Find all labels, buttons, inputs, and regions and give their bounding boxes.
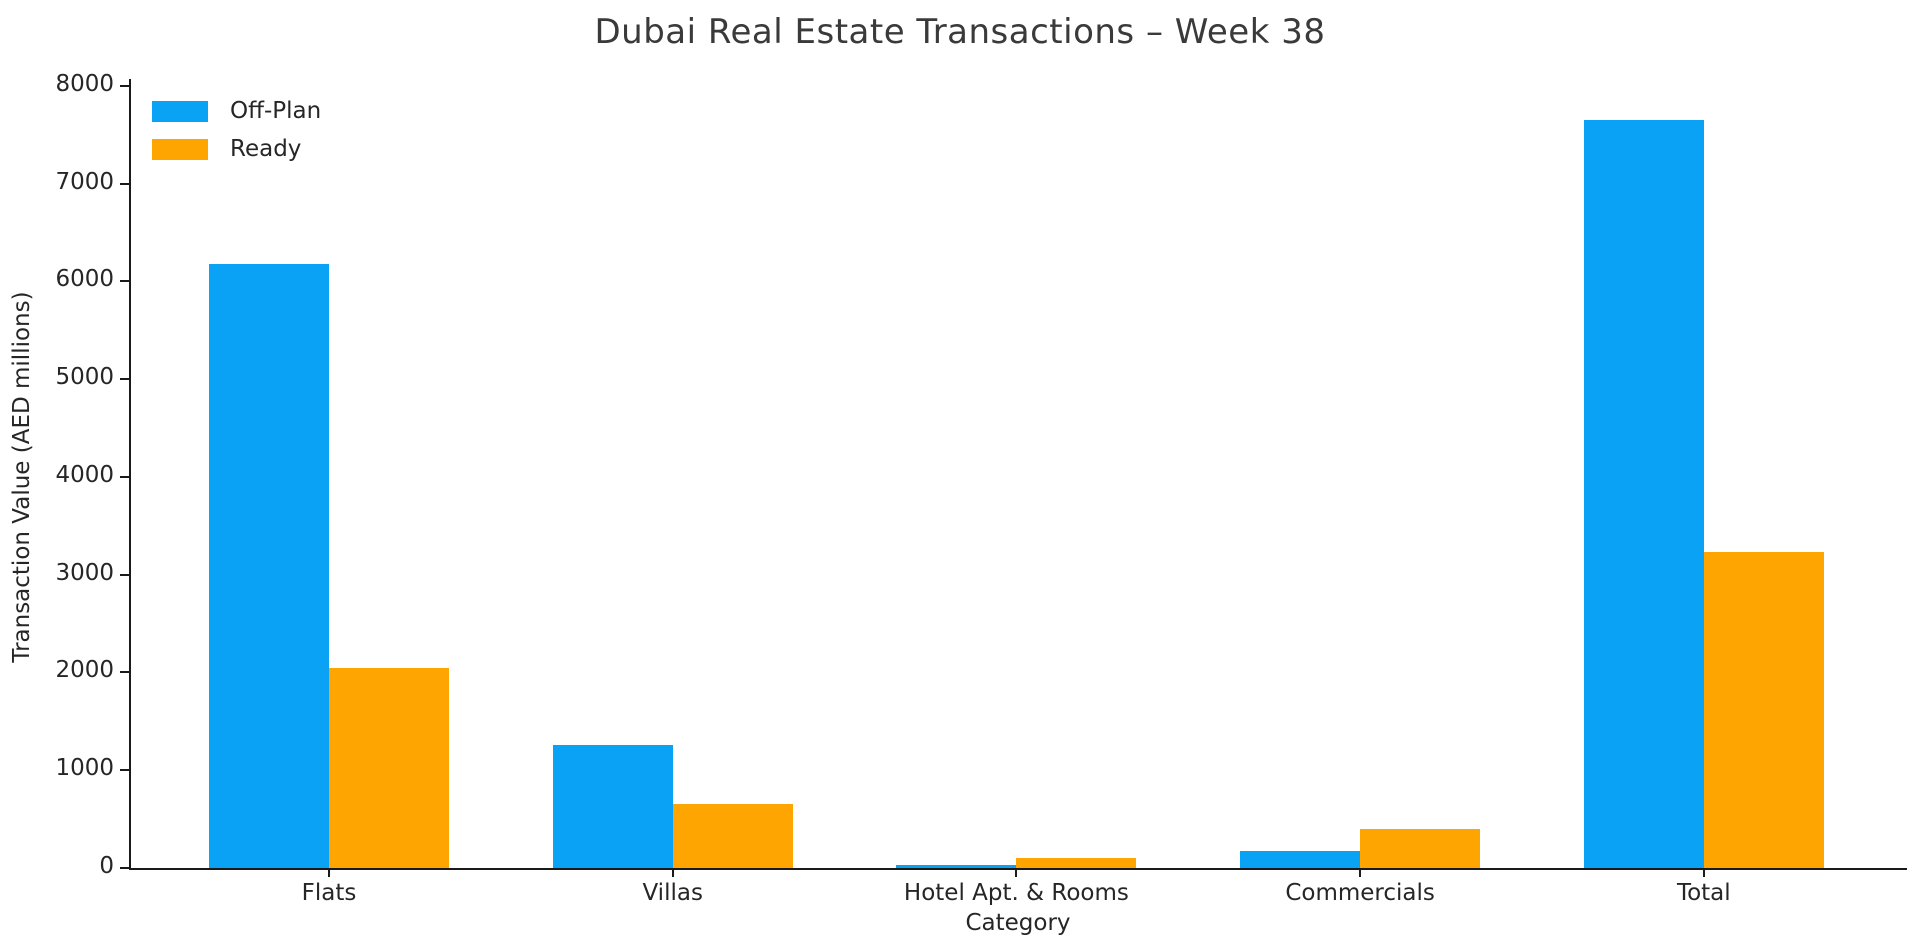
- y-tick-mark-8000: [120, 84, 129, 87]
- offplan-swatch-icon: [152, 100, 208, 122]
- y-tick-mark-5000: [120, 378, 129, 381]
- x-tick-label-commercials: Commercials: [1285, 880, 1435, 906]
- y-tick-mark-6000: [120, 280, 129, 283]
- y-tick-label-4000: 4000: [55, 461, 114, 488]
- x-tick-label-total: Total: [1676, 880, 1731, 906]
- bar-ready-commercials: [1360, 829, 1481, 868]
- y-tick-label-3000: 3000: [55, 559, 114, 586]
- y-axis-spine: [129, 79, 131, 868]
- ready-swatch-icon: [152, 138, 208, 160]
- legend-item-offplan: Off-Plan: [152, 98, 321, 124]
- bar-off-plan-total: [1583, 120, 1704, 868]
- x-axis-label: Category: [965, 910, 1071, 936]
- y-tick-mark-2000: [120, 671, 129, 674]
- y-tick-label-0: 0: [99, 853, 114, 879]
- bar-off-plan-hotel-apt-rooms: [896, 865, 1017, 868]
- x-tick-label-hotel-apt-rooms: Hotel Apt. & Rooms: [903, 880, 1129, 906]
- legend-label-offplan: Off-Plan: [230, 98, 322, 124]
- bar-ready-villas: [672, 804, 793, 868]
- bar-ready-total: [1703, 552, 1824, 868]
- y-tick-label-7000: 7000: [55, 168, 114, 195]
- legend-item-ready: Ready: [152, 136, 321, 162]
- y-tick-mark-4000: [120, 475, 129, 478]
- x-tick-mark-4: [1359, 868, 1362, 877]
- bar-off-plan-flats: [209, 264, 329, 868]
- legend-label-ready: Ready: [230, 136, 302, 162]
- plot-area: [129, 79, 1907, 870]
- y-tick-label-8000: 8000: [55, 70, 114, 97]
- y-tick-mark-0: [120, 867, 129, 869]
- y-tick-label-6000: 6000: [55, 266, 114, 293]
- x-tick-mark-5: [1702, 868, 1705, 877]
- y-tick-label-1000: 1000: [55, 755, 114, 782]
- bar-ready-flats: [329, 668, 449, 868]
- bar-off-plan-commercials: [1240, 851, 1361, 868]
- bar-ready-hotel-apt-rooms: [1016, 858, 1137, 868]
- chart-title: Dubai Real Estate Transactions – Week 38: [594, 12, 1326, 52]
- y-tick-label-5000: 5000: [55, 364, 114, 391]
- y-tick-mark-3000: [120, 573, 129, 576]
- legend: Off-Plan Ready: [152, 98, 321, 174]
- x-tick-label-flats: Flats: [301, 880, 357, 906]
- y-tick-mark-1000: [120, 769, 129, 772]
- x-tick-label-villas: Villas: [642, 880, 703, 906]
- y-tick-mark-7000: [120, 182, 129, 185]
- bar-off-plan-villas: [552, 745, 673, 868]
- x-tick-mark-1: [328, 868, 330, 877]
- y-tick-label-2000: 2000: [55, 657, 114, 684]
- x-tick-mark-3: [1015, 868, 1018, 877]
- x-tick-mark-2: [671, 868, 674, 877]
- x-axis-spine: [129, 868, 1907, 870]
